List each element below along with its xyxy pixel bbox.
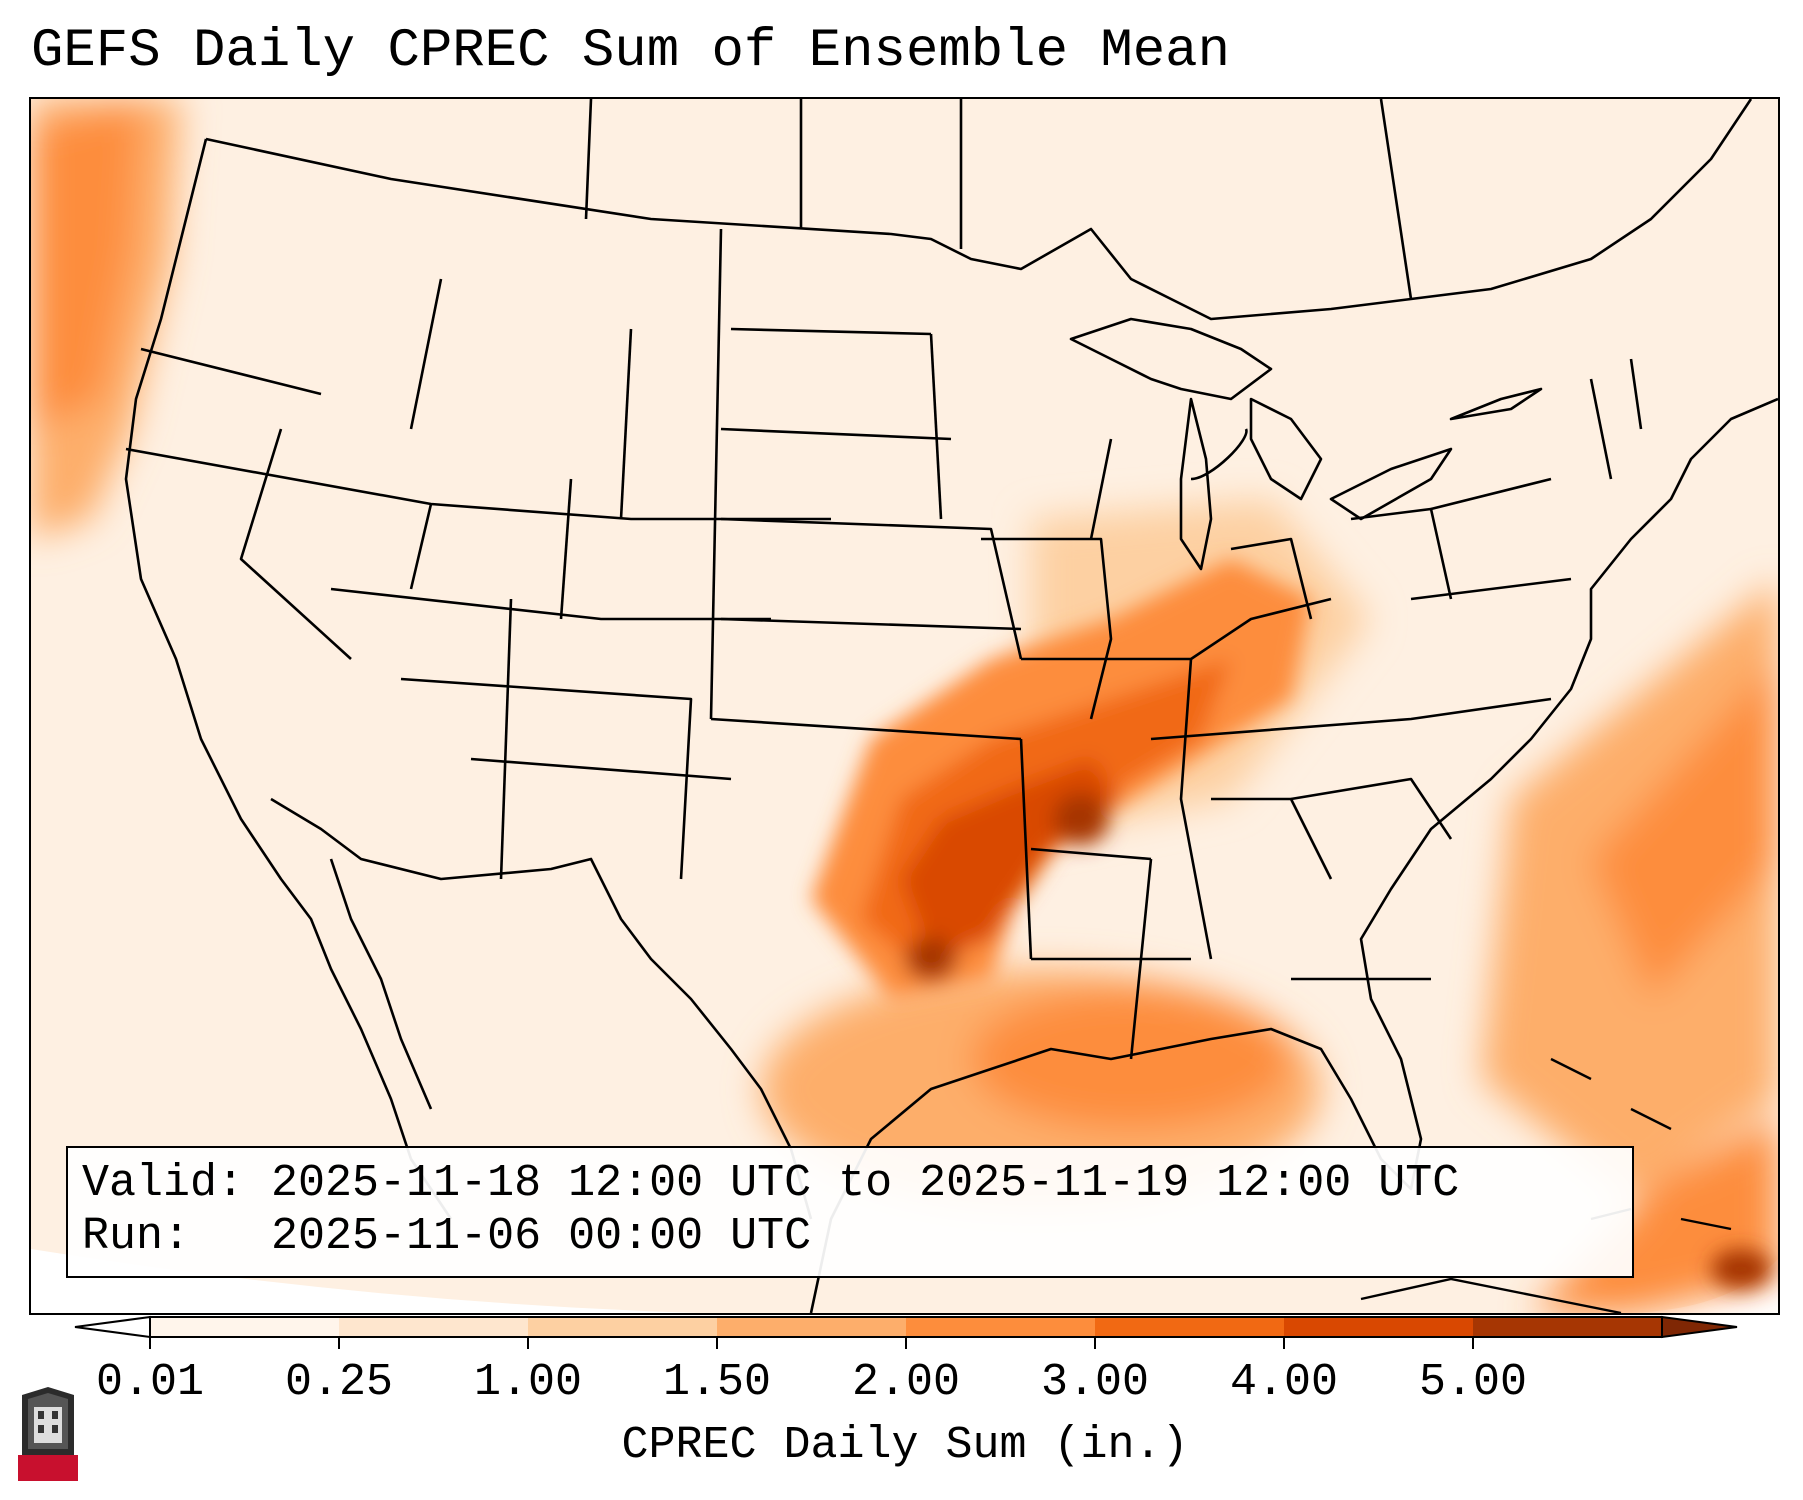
run-label: Run: (82, 1211, 191, 1262)
map-title: GEFS Daily CPREC Sum of Ensemble Mean (31, 21, 1230, 82)
colorbar-tick-label: 2.00 (851, 1357, 961, 1408)
run-line: Run: 2025-11-06 00:00 UTC (82, 1211, 811, 1263)
colorbar-segment (1284, 1317, 1474, 1337)
colorbar-segment (906, 1317, 1096, 1337)
colorbar-tick-label: 0.01 (95, 1357, 205, 1408)
colorbar-tick-label: 0.25 (284, 1357, 394, 1408)
colorbar (74, 1315, 1738, 1349)
colorbar-segment (1473, 1317, 1663, 1337)
colorbar-tick-label: 1.50 (662, 1357, 772, 1408)
colorbar-segment (339, 1317, 529, 1337)
valid-line: Valid: 2025-11-18 12:00 UTC to 2025-11-1… (82, 1158, 1459, 1210)
precip-map (31, 99, 1778, 1313)
valid-value: 2025-11-18 12:00 UTC to 2025-11-19 12:00… (271, 1158, 1460, 1209)
colorbar-segment (528, 1317, 718, 1337)
colorbar-tick-label: 5.00 (1418, 1357, 1528, 1408)
colorbar-segment (1095, 1317, 1285, 1337)
niu-logo (18, 1387, 78, 1481)
projection-edge-sw (31, 1249, 1031, 1313)
projection-edge-se (1631, 1259, 1778, 1313)
political-boundaries (124, 99, 1778, 1313)
colorbar-label: CPREC Daily Sum (in.) (621, 1420, 1189, 1471)
colorbar-tick-label: 4.00 (1229, 1357, 1339, 1408)
map-panel (29, 97, 1780, 1315)
colorbar-tick-label: 3.00 (1040, 1357, 1150, 1408)
precip-shading-high (811, 559, 1771, 1289)
valid-label: Valid: (82, 1158, 245, 1209)
colorbar-segment (150, 1317, 340, 1337)
colorbar-tick-label: 1.00 (473, 1357, 583, 1408)
colorbar-extend-max (1661, 1315, 1738, 1339)
valid-run-infobox: Valid: 2025-11-18 12:00 UTC to 2025-11-1… (66, 1146, 1634, 1278)
colorbar-extend-min (74, 1315, 151, 1339)
run-value: 2025-11-06 00:00 UTC (271, 1211, 812, 1262)
colorbar-segment (717, 1317, 907, 1337)
